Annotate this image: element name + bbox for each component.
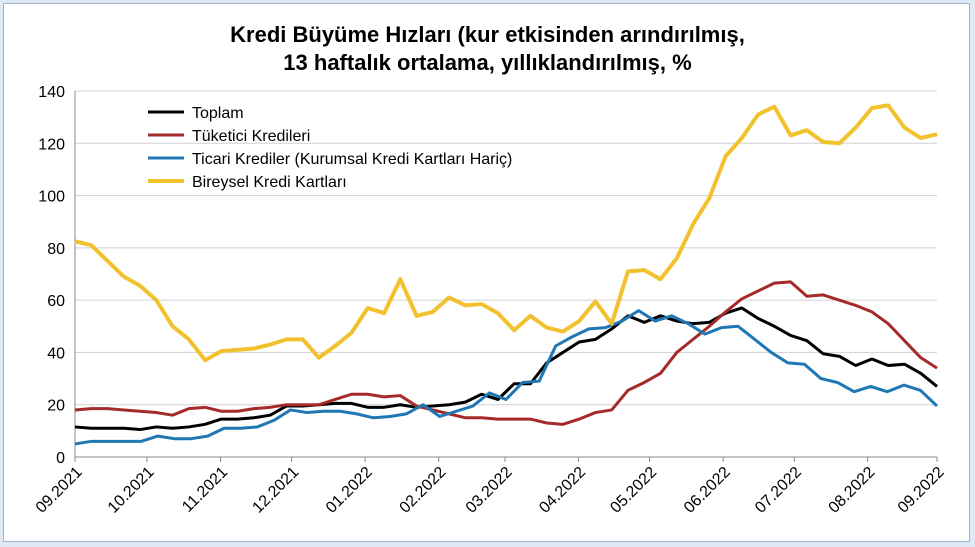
y-tick-label: 120 — [38, 136, 65, 153]
x-tick-label: 07.2022 — [752, 464, 805, 517]
x-tick-label: 10.2021 — [105, 464, 158, 517]
legend-label: Tüketici Kredileri — [192, 128, 310, 145]
series-line-1 — [74, 306, 938, 432]
legend-label: Toplam — [192, 105, 244, 122]
x-tick-label: 02.2022 — [397, 464, 450, 517]
y-tick-label: 0 — [56, 450, 65, 467]
series-line-2 — [74, 280, 938, 426]
series-line-4 — [74, 103, 938, 363]
y-tick-label: 60 — [47, 293, 65, 310]
x-tick-label: 08.2022 — [826, 464, 879, 517]
x-tick-label: 09.2022 — [895, 464, 948, 517]
chart-title: Kredi Büyüme Hızları (kur etkisinden arı… — [230, 22, 745, 47]
chart-subtitle: 13 haftalık ortalama, yıllıklandırılmış,… — [283, 50, 692, 75]
y-tick-label: 40 — [47, 345, 65, 362]
x-tick-label: 01.2022 — [323, 464, 376, 517]
series-line-3 — [74, 309, 939, 446]
y-tick-label: 20 — [47, 398, 65, 415]
x-tick-label: 03.2022 — [463, 464, 516, 517]
x-tick-label: 05.2022 — [607, 464, 660, 517]
x-tick-label: 09.2021 — [33, 464, 86, 517]
y-tick-label: 100 — [38, 189, 65, 206]
legend-label: Bireysel Kredi Kartları — [192, 174, 347, 191]
x-tick-label: 06.2022 — [681, 464, 734, 517]
x-tick-label: 04.2022 — [536, 464, 589, 517]
x-tick-label: 11.2021 — [179, 464, 231, 516]
y-tick-label: 140 — [38, 84, 65, 101]
y-tick-label: 80 — [47, 241, 65, 258]
legend-label: Ticari Krediler (Kurumsal Kredi Kartları… — [192, 151, 512, 168]
chart-frame — [3, 3, 970, 542]
x-tick-label: 12.2021 — [249, 464, 302, 517]
